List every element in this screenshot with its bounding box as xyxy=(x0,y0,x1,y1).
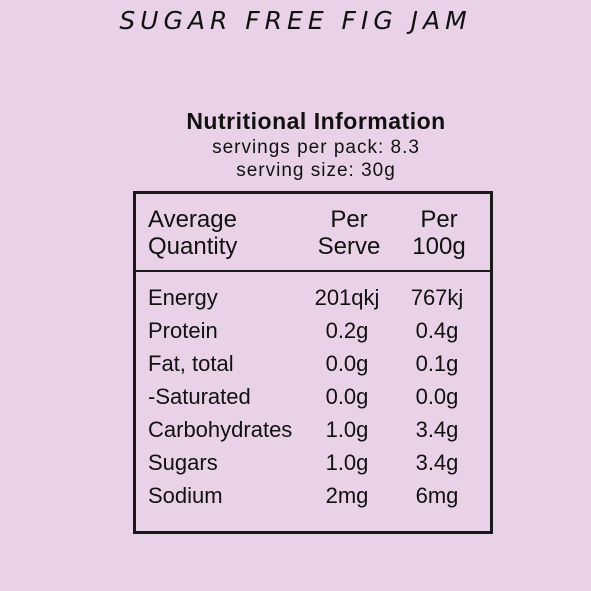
nutrient-name: Fat, total xyxy=(148,351,234,376)
header-serve-line2: Serve xyxy=(317,233,381,260)
per-100g-value: 6mg xyxy=(415,483,459,508)
per-100g-value: 767kj xyxy=(410,285,464,310)
header-divider xyxy=(136,270,490,272)
per-serve-value: 1.0g xyxy=(325,450,369,475)
nutrient-name: Carbohydrates xyxy=(148,417,293,442)
per-serve-value: 0.0g xyxy=(325,351,369,376)
table-row: Sodium 2mg 6mg xyxy=(136,479,490,512)
nutrient-name: Sugars xyxy=(148,450,218,475)
servings-per-pack: servings per pack: 8.3 xyxy=(212,137,420,158)
header-hundred-line1: Per xyxy=(420,206,458,233)
product-title: SUGAR FREE FIG JAM xyxy=(119,6,472,35)
per-serve-value: 201qkj xyxy=(314,285,380,310)
header-quantity-line2: Quantity xyxy=(148,233,238,260)
nutrient-name: -Saturated xyxy=(148,384,251,409)
header-per-100g: Per 100g xyxy=(394,206,484,260)
nutrient-name: Sodium xyxy=(148,483,223,508)
header-quantity-line1: Average xyxy=(148,206,237,233)
table-row: Fat, total 0.0g 0.1g xyxy=(136,347,490,380)
serving-size: serving size: 30g xyxy=(236,160,396,181)
table-row: Carbohydrates 1.0g 3.4g xyxy=(136,413,490,446)
table-row: Protein 0.2g 0.4g xyxy=(136,314,490,347)
nutrition-rows: Energy 201qkj 767kj Protein 0.2g 0.4g Fa… xyxy=(136,281,490,512)
nutrient-name: Protein xyxy=(148,318,218,343)
header-per-serve: Per Serve xyxy=(304,206,394,260)
nutrition-table: Average Quantity Per Serve Per 100g Ener… xyxy=(133,191,493,534)
nutrition-heading: Nutritional Information xyxy=(186,108,446,134)
table-row: Sugars 1.0g 3.4g xyxy=(136,446,490,479)
per-serve-value: 1.0g xyxy=(325,417,369,442)
header-serve-line1: Per xyxy=(330,206,368,233)
per-serve-value: 2mg xyxy=(325,483,369,508)
table-row: -Saturated 0.0g 0.0g xyxy=(136,380,490,413)
per-serve-value: 0.2g xyxy=(325,318,369,343)
per-100g-value: 3.4g xyxy=(415,417,459,442)
per-serve-value: 0.0g xyxy=(325,384,369,409)
header-average-quantity: Average Quantity xyxy=(148,206,308,260)
per-100g-value: 0.4g xyxy=(415,318,459,343)
per-100g-value: 0.1g xyxy=(415,351,459,376)
nutrient-name: Energy xyxy=(148,285,218,310)
header-hundred-line2: 100g xyxy=(412,233,466,260)
table-row: Energy 201qkj 767kj xyxy=(136,281,490,314)
per-100g-value: 0.0g xyxy=(415,384,459,409)
per-100g-value: 3.4g xyxy=(415,450,459,475)
